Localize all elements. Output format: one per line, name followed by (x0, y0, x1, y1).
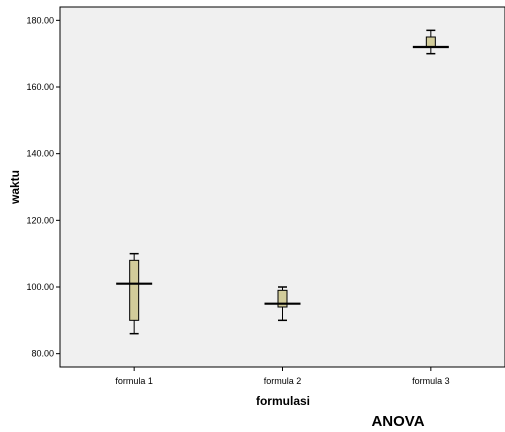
iqr-box (129, 259, 140, 321)
box-formula-2 (264, 286, 301, 322)
iqr-box (277, 289, 288, 308)
x-axis: formula 1 formula 2 formula 3 (115, 367, 450, 386)
y-axis: 80.00 100.00 120.00 140.00 160.00 180.00 (26, 15, 60, 359)
y-tick-label: 140.00 (26, 149, 54, 159)
y-tick-label: 180.00 (26, 15, 54, 25)
x-tick-label: formula 2 (264, 376, 302, 386)
box-formula-3 (412, 29, 449, 55)
y-tick-label: 80.00 (31, 349, 54, 359)
x-axis-title: formulasi (256, 394, 310, 408)
box-formula-1 (116, 252, 153, 335)
y-tick-label: 160.00 (26, 82, 54, 92)
y-tick-label: 120.00 (26, 215, 54, 225)
iqr-box (425, 36, 436, 48)
y-tick-label: 100.00 (26, 282, 54, 292)
anova-caption: ANOVA (371, 413, 424, 430)
y-axis-title: waktu (8, 170, 22, 205)
x-tick-label: formula 3 (412, 376, 450, 386)
x-tick-label: formula 1 (115, 376, 153, 386)
boxes (116, 29, 449, 335)
